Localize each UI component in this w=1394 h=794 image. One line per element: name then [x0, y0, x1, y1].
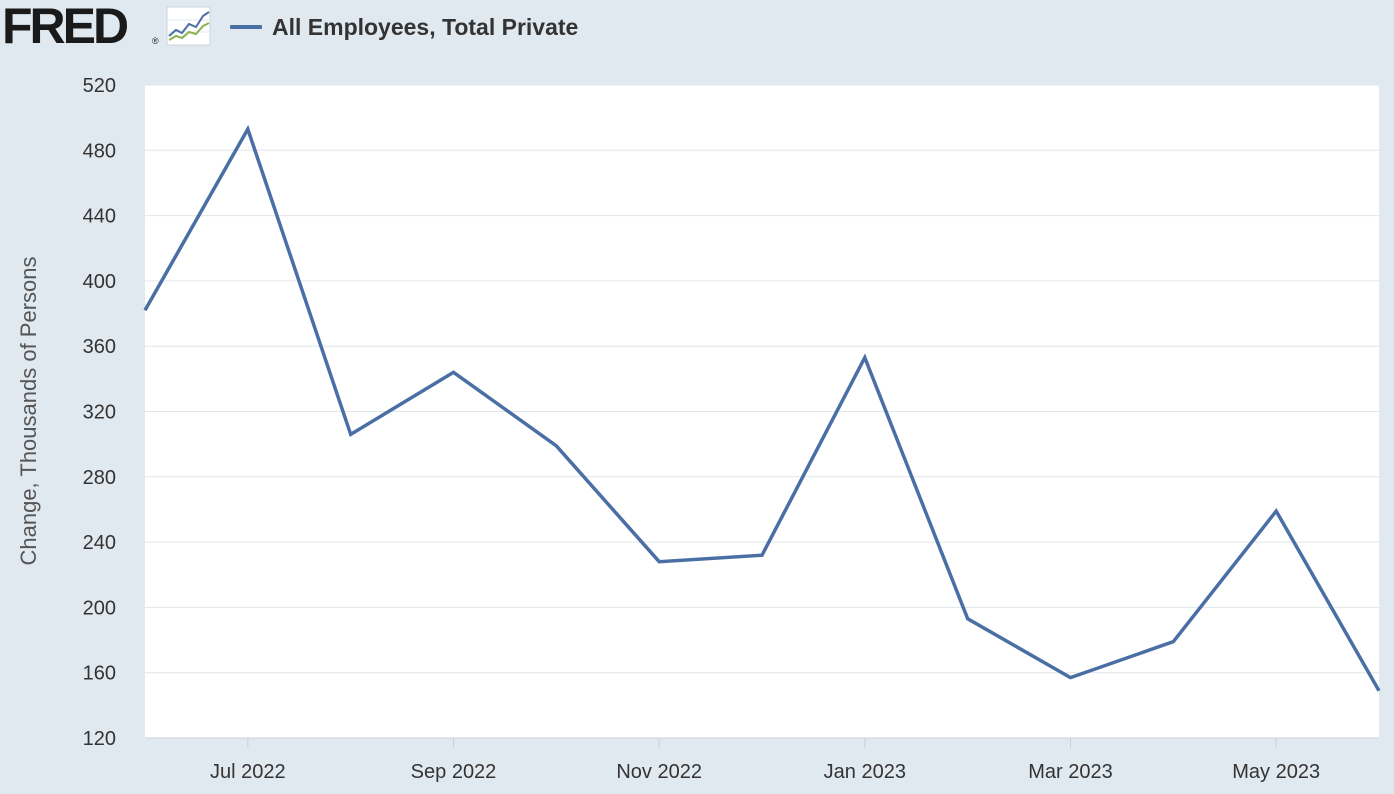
y-tick-label: 440	[83, 206, 116, 228]
y-tick-label: 480	[83, 140, 116, 162]
y-tick-label: 400	[83, 271, 116, 293]
line-chart-icon	[166, 6, 211, 46]
x-tick-label: Jan 2023	[824, 761, 906, 783]
y-tick-label: 240	[83, 532, 116, 554]
data-point[interactable]	[653, 556, 665, 568]
x-tick-label: Nov 2022	[616, 761, 702, 783]
data-point[interactable]	[448, 366, 460, 378]
data-point[interactable]	[1065, 672, 1077, 684]
y-tick-label: 160	[83, 663, 116, 685]
gridlines	[145, 84, 1379, 674]
x-tick-label: May 2023	[1232, 761, 1320, 783]
series-layer	[139, 123, 1385, 697]
data-point[interactable]	[242, 123, 254, 135]
legend-series-label[interactable]: All Employees, Total Private	[272, 13, 579, 40]
fred-registered-mark: ®	[152, 36, 159, 46]
fred-logo[interactable]: FRED	[2, 0, 129, 54]
data-point[interactable]	[962, 613, 974, 625]
data-point[interactable]	[1167, 636, 1179, 648]
data-point[interactable]	[345, 428, 357, 440]
y-axis-title: Change, Thousands of Persons	[16, 256, 41, 565]
data-point[interactable]	[139, 304, 151, 316]
x-tick-label: Jul 2022	[210, 761, 286, 783]
y-tick-label: 520	[83, 75, 116, 97]
legend-swatch	[230, 25, 262, 29]
x-tick-label: Sep 2022	[411, 761, 497, 783]
y-tick-label: 200	[83, 597, 116, 619]
y-axis-ticks: 120 160 200 240 280 320 360 400 440 480 520	[83, 75, 116, 750]
y-tick-label: 120	[83, 728, 116, 750]
data-point[interactable]	[859, 352, 871, 364]
data-point[interactable]	[1373, 685, 1385, 697]
data-point[interactable]	[756, 549, 768, 561]
series-line[interactable]	[143, 124, 1381, 692]
x-axis-ticks: Jul 2022 Sep 2022 Nov 2022 Jan 2023 Mar 2023…	[145, 737, 1379, 783]
y-tick-label: 360	[83, 336, 116, 358]
chart-legend: All Employees, Total Private	[230, 10, 578, 44]
data-point[interactable]	[1270, 505, 1282, 517]
y-tick-label: 280	[83, 467, 116, 489]
data-point[interactable]	[550, 440, 562, 452]
chart-header: FRED ® All Employees, Total Private	[0, 0, 1394, 56]
x-tick-label: Mar 2023	[1028, 761, 1113, 783]
y-tick-label: 320	[83, 402, 116, 424]
